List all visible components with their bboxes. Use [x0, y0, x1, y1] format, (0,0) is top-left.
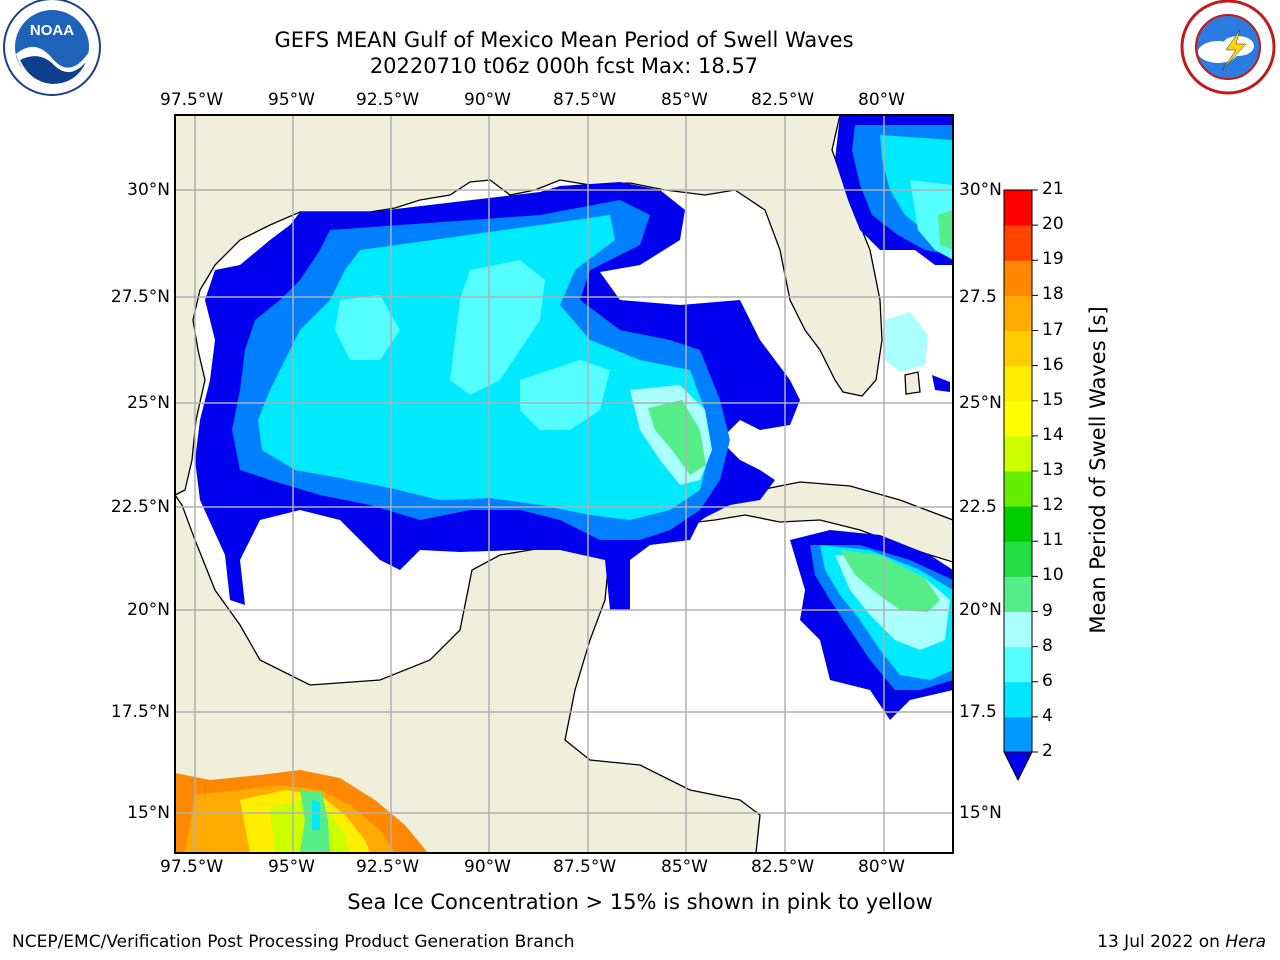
graticule	[175, 115, 953, 853]
colorbar-segment	[1004, 435, 1032, 472]
footer-branch: NCEP/EMC/Verification Post Processing Pr…	[12, 932, 575, 952]
lat-label-right: 25°N	[959, 393, 1002, 413]
lat-label-left: 15°N	[127, 803, 170, 823]
colorbar-tick-label: 6	[1042, 670, 1053, 691]
footer-date-text: 13 Jul 2022 on	[1097, 932, 1226, 952]
lat-label-left: 20°N	[127, 600, 170, 620]
colorbar-segment	[1004, 190, 1032, 226]
lon-label-bottom: 82.5°W	[751, 857, 815, 877]
colorbar-tick-label: 4	[1042, 705, 1053, 726]
lon-label-top: 85°W	[661, 90, 708, 110]
map-frame	[174, 114, 954, 854]
swell-period-field	[175, 115, 953, 853]
colorbar-segment	[1004, 471, 1032, 507]
lat-label-right: 27.5	[959, 287, 997, 307]
lon-label-top: 97.5°W	[160, 90, 224, 110]
colorbar-extend-triangle	[1003, 751, 1033, 782]
land-us-coast	[175, 115, 883, 496]
colorbar-segment	[1004, 295, 1032, 331]
lat-label-left: 27.5°N	[110, 287, 170, 307]
lon-label-bottom: 90°W	[464, 857, 511, 877]
colorbar-segment	[1004, 506, 1032, 542]
chart-subtitle: 20220710 t06z 000h fcst Max: 18.57	[369, 54, 759, 78]
colorbar-tick-label: 21	[1042, 179, 1064, 199]
colorbar-tick-label: 19	[1042, 249, 1064, 270]
lat-label-left: 17.5°N	[110, 702, 170, 722]
sea-ice-note: Sea Ice Concentration > 15% is shown in …	[347, 890, 933, 914]
colorbar-segment	[1004, 716, 1032, 753]
lon-label-bottom: 97.5°W	[160, 857, 224, 877]
colorbar-segment	[1004, 365, 1032, 402]
noaa-logo-text: NOAA	[30, 22, 74, 39]
lon-label-bottom: 87.5°W	[553, 857, 617, 877]
land-areas	[175, 115, 953, 853]
lon-label-top: 92.5°W	[356, 90, 420, 110]
colorbar-segment	[1004, 541, 1032, 577]
lon-label-bottom: 92.5°W	[356, 857, 420, 877]
nws-logo	[1180, 0, 1276, 95]
colorbar-segment	[1004, 260, 1032, 296]
colorbar-tick-label: 2	[1042, 741, 1053, 761]
colorbar-label: Mean Period of Swell Waves [s]	[1086, 306, 1110, 634]
land-cuba	[695, 481, 953, 563]
colorbar-tick-label: 13	[1042, 460, 1064, 480]
colorbar-tick-label: 14	[1042, 424, 1064, 445]
colorbar-tick-label: 20	[1042, 214, 1064, 235]
colorbar-segment	[1004, 225, 1032, 261]
lat-label-left: 25°N	[127, 393, 170, 413]
colorbar-tick-label: 17	[1042, 319, 1064, 340]
lon-label-top: 80°W	[858, 90, 905, 110]
chart-title: GEFS MEAN Gulf of Mexico Mean Period of …	[274, 28, 854, 52]
colorbar-segment	[1004, 576, 1032, 612]
lon-label-top: 90°W	[464, 90, 511, 110]
colorbar-segment	[1004, 611, 1032, 648]
lat-label-right: 30°N	[959, 180, 1002, 200]
lon-label-bottom: 85°W	[661, 857, 708, 877]
footer-date: 13 Jul 2022 on Hera	[1097, 932, 1266, 952]
lon-label-top: 82.5°W	[751, 90, 815, 110]
colorbar-tick-label: 8	[1042, 635, 1053, 656]
lat-label-right: 22.5	[959, 497, 997, 517]
colorbar-tick-label: 9	[1042, 600, 1053, 621]
footer-machine: Hera	[1225, 932, 1266, 952]
colorbar-segment	[1004, 646, 1032, 683]
colorbar-segment	[1004, 330, 1032, 367]
lon-label-bottom: 95°W	[268, 857, 315, 877]
colorbar	[1003, 189, 1038, 782]
colorbar-tick-label: 18	[1042, 284, 1064, 305]
lon-label-bottom: 80°W	[858, 857, 905, 877]
colorbar-segment	[1004, 681, 1032, 718]
lon-label-top: 95°W	[268, 90, 315, 110]
colorbar-tick-label: 11	[1042, 530, 1064, 551]
colorbar-segment	[1004, 400, 1032, 437]
colorbar-tick-label: 15	[1042, 389, 1064, 410]
lat-label-right: 20°N	[959, 600, 1002, 620]
lat-label-left: 30°N	[127, 180, 170, 200]
colorbar-tick-label: 10	[1042, 565, 1064, 586]
lat-label-right: 15°N	[959, 803, 1002, 823]
lat-label-left: 22.5°N	[110, 497, 170, 517]
lat-label-right: 17.5	[959, 702, 997, 722]
colorbar-tick-label: 16	[1042, 354, 1064, 375]
noaa-logo: NOAA	[3, 0, 101, 96]
colorbar-tick-label: 12	[1042, 495, 1064, 516]
lon-label-top: 87.5°W	[553, 90, 617, 110]
